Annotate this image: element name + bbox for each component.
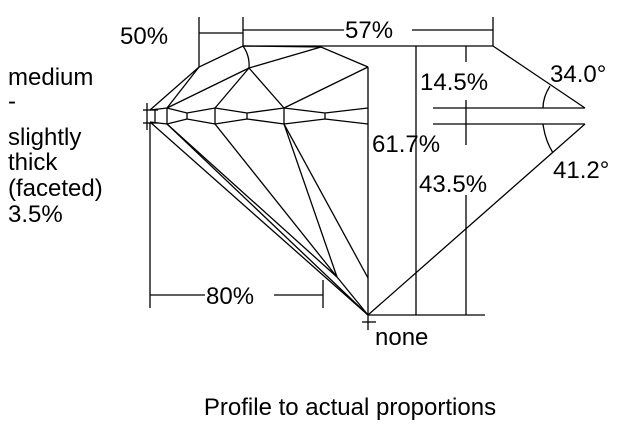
- crown-angle-label: 34.0°: [550, 61, 606, 88]
- star-length-label: 50%: [120, 23, 168, 50]
- crown-height-label: 14.5%: [420, 69, 488, 96]
- total-depth-label: 61.7%: [372, 131, 440, 158]
- pavilion-angle-label: 41.2°: [553, 157, 609, 184]
- table-label: 57%: [345, 17, 393, 44]
- girdle-label-line: 3.5%: [8, 201, 63, 228]
- girdle-label-line: slightly: [8, 124, 81, 151]
- profile-view: [367, 45, 586, 316]
- girdle-label-line: -: [8, 88, 16, 115]
- girdle-label-line: thick: [8, 149, 58, 176]
- lower-half-label: 80%: [206, 283, 254, 310]
- girdle-label: medium - slightly thick (faceted) 3.5%: [8, 64, 103, 228]
- girdle-label-line: (faceted): [8, 175, 103, 202]
- girdle-label-line: medium: [8, 64, 93, 91]
- caption: Profile to actual proportions: [204, 394, 496, 421]
- facet-view: [143, 17, 494, 330]
- pavilion-depth-label: 43.5%: [419, 171, 487, 198]
- culet-label: none: [375, 324, 428, 351]
